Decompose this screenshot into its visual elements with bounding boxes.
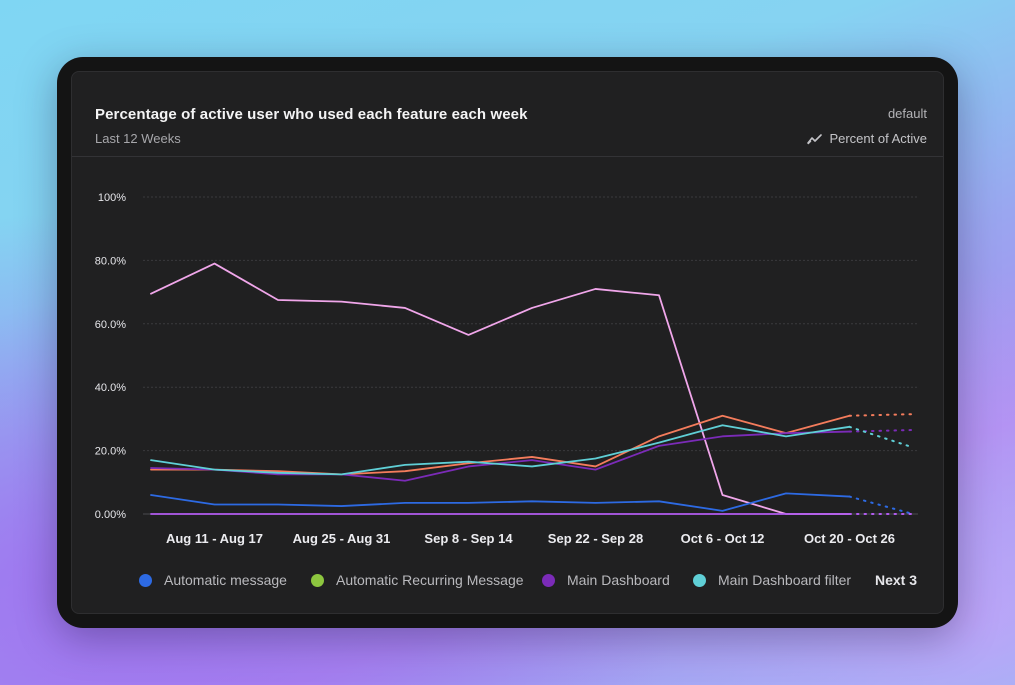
trend-line-icon — [807, 133, 823, 144]
y-tick-label: 100% — [98, 192, 126, 204]
series-line — [150, 492, 851, 512]
legend-label: Automatic Recurring Message — [336, 572, 524, 588]
y-tick-label: 60.0% — [95, 319, 126, 331]
card-frame: Percentage of active user who used each … — [57, 57, 958, 628]
x-tick-label: Aug 25 - Aug 31 — [293, 531, 391, 546]
series-line — [150, 414, 851, 476]
preset-label[interactable]: default — [887, 106, 927, 121]
series-line — [150, 262, 851, 515]
legend-item-main-dashboard[interactable]: Main Dashboard — [542, 572, 670, 588]
series-forecast-line — [848, 428, 914, 433]
series-forecast-line — [848, 495, 914, 515]
metric-selector[interactable]: Percent of Active — [807, 131, 927, 146]
series-line — [150, 430, 851, 482]
legend-label: Main Dashboard filter — [718, 572, 852, 588]
y-tick-label: 0.00% — [95, 509, 126, 521]
y-tick-label: 20.0% — [95, 446, 126, 458]
legend-swatch — [139, 573, 152, 587]
legend: Automatic message Automatic Recurring Me… — [72, 572, 943, 592]
chart-title: Percentage of active user who used each … — [95, 106, 528, 123]
x-tick-label: Oct 20 - Oct 26 — [804, 531, 895, 546]
metric-label: Percent of Active — [829, 131, 927, 146]
legend-swatch — [311, 573, 324, 587]
line-chart: 0.00% 20.0% 40.0% 60.0% 80.0% 100% Aug 11 - Au… — [95, 192, 918, 546]
legend-swatch — [693, 573, 706, 587]
y-tick-label: 80.0% — [95, 255, 126, 267]
x-tick-label: Sep 22 - Sep 28 — [548, 531, 643, 546]
x-tick-label: Aug 11 - Aug 17 — [166, 531, 263, 546]
legend-swatch — [542, 573, 555, 587]
legend-item-automatic-recurring-message[interactable]: Automatic Recurring Message — [311, 572, 524, 588]
legend-label: Automatic message — [164, 572, 287, 588]
chart-subtitle: Last 12 Weeks — [95, 131, 181, 146]
chart-card: Percentage of active user who used each … — [71, 71, 944, 614]
legend-next-button[interactable]: Next 3 — [875, 572, 918, 588]
legend-item-automatic-message[interactable]: Automatic message — [139, 572, 287, 588]
x-tick-label: Sep 8 - Sep 14 — [424, 531, 513, 546]
x-tick-label: Oct 6 - Oct 12 — [681, 531, 765, 546]
series-forecast-line — [848, 413, 914, 417]
y-tick-label: 40.0% — [95, 382, 126, 394]
legend-item-main-dashboard-filter[interactable]: Main Dashboard filter — [693, 572, 851, 588]
legend-label: Main Dashboard — [567, 572, 670, 588]
header-divider — [72, 156, 943, 157]
series-line — [150, 424, 851, 476]
